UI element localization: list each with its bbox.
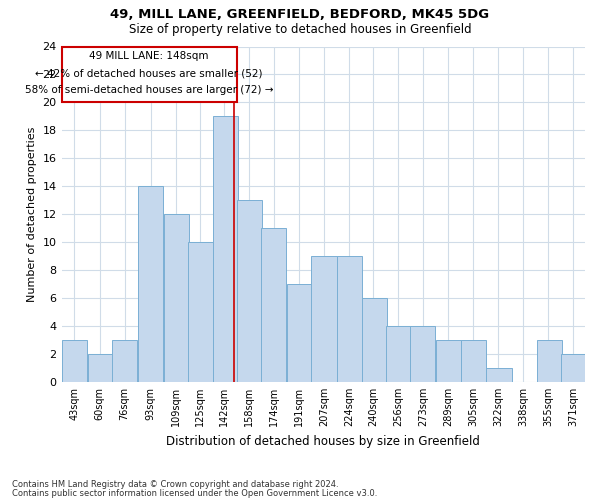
Text: Contains HM Land Registry data © Crown copyright and database right 2024.: Contains HM Land Registry data © Crown c… xyxy=(12,480,338,489)
Text: Size of property relative to detached houses in Greenfield: Size of property relative to detached ho… xyxy=(128,22,472,36)
Text: 49, MILL LANE, GREENFIELD, BEDFORD, MK45 5DG: 49, MILL LANE, GREENFIELD, BEDFORD, MK45… xyxy=(110,8,490,20)
Bar xyxy=(88,354,113,382)
Bar xyxy=(261,228,286,382)
Bar xyxy=(461,340,486,382)
Bar xyxy=(536,340,562,382)
Text: 58% of semi-detached houses are larger (72) →: 58% of semi-detached houses are larger (… xyxy=(25,85,273,95)
FancyBboxPatch shape xyxy=(62,46,236,102)
Bar xyxy=(410,326,436,382)
Bar xyxy=(287,284,312,382)
Bar xyxy=(487,368,512,382)
Bar xyxy=(112,340,137,382)
Bar xyxy=(188,242,214,382)
Bar xyxy=(237,200,262,382)
Y-axis label: Number of detached properties: Number of detached properties xyxy=(27,126,37,302)
Text: ← 42% of detached houses are smaller (52): ← 42% of detached houses are smaller (52… xyxy=(35,68,263,78)
Bar xyxy=(561,354,586,382)
Text: Contains public sector information licensed under the Open Government Licence v3: Contains public sector information licen… xyxy=(12,488,377,498)
Bar xyxy=(138,186,163,382)
Text: 49 MILL LANE: 148sqm: 49 MILL LANE: 148sqm xyxy=(89,52,209,62)
X-axis label: Distribution of detached houses by size in Greenfield: Distribution of detached houses by size … xyxy=(166,434,480,448)
Bar xyxy=(337,256,362,382)
Bar xyxy=(164,214,189,382)
Bar xyxy=(212,116,238,382)
Bar xyxy=(436,340,461,382)
Bar xyxy=(386,326,411,382)
Bar xyxy=(311,256,337,382)
Bar xyxy=(362,298,387,382)
Bar xyxy=(62,340,87,382)
